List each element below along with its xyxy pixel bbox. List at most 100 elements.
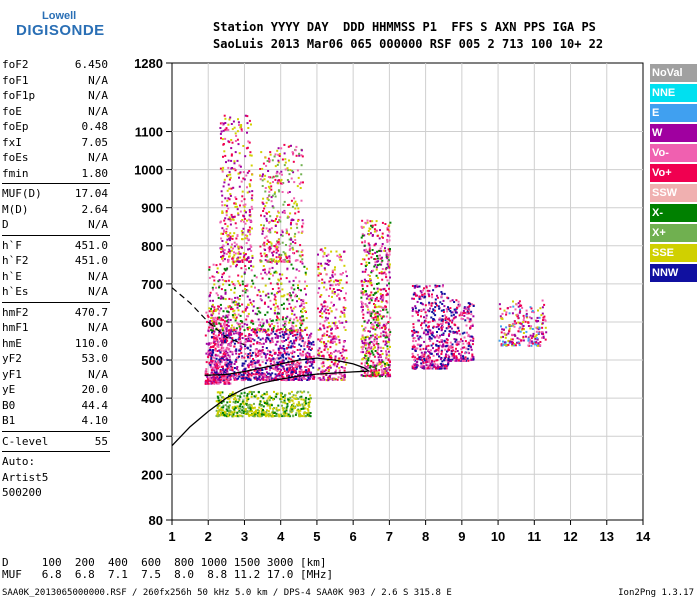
echo-point <box>223 370 226 373</box>
echo-point <box>427 354 430 357</box>
echo-point <box>264 301 266 304</box>
echo-point <box>258 406 261 409</box>
echo-point <box>371 224 374 227</box>
echo-point <box>290 286 293 289</box>
echo-point <box>231 340 234 343</box>
echo-point <box>379 355 382 358</box>
echo-point <box>449 300 452 303</box>
echo-point <box>241 233 244 236</box>
echo-point <box>283 368 286 370</box>
echo-point <box>464 356 467 359</box>
echo-point <box>275 259 278 262</box>
echo-point <box>247 392 250 395</box>
echo-point <box>255 373 258 375</box>
echo-point <box>244 155 247 158</box>
echo-point <box>378 359 381 361</box>
echo-point <box>319 248 322 251</box>
echo-point <box>335 308 338 311</box>
echo-point <box>453 353 455 355</box>
echo-point <box>299 396 301 399</box>
echo-point <box>283 350 286 352</box>
echo-point <box>267 296 270 299</box>
echo-point <box>255 409 258 412</box>
echo-point <box>280 361 282 364</box>
param-value: 470.7 <box>74 305 108 319</box>
echo-point <box>365 347 367 350</box>
echo-point <box>228 297 231 300</box>
echo-point <box>379 229 381 232</box>
echo-point <box>217 340 220 343</box>
echo-point <box>440 362 443 365</box>
echo-point <box>430 316 433 319</box>
echo-point <box>447 323 450 326</box>
echo-point <box>307 375 310 378</box>
echo-point <box>247 335 250 338</box>
echo-point <box>230 340 233 343</box>
echo-point <box>294 378 297 380</box>
echo-point <box>216 361 219 364</box>
echo-point <box>278 357 280 360</box>
echo-point <box>362 374 365 377</box>
echo-point <box>457 343 460 346</box>
echo-point <box>287 353 290 356</box>
echo-point <box>445 353 447 356</box>
echo-point <box>260 272 263 275</box>
echo-point <box>418 343 421 346</box>
param-row: foEp 0.48 <box>2 119 108 135</box>
echo-point <box>220 317 223 320</box>
echo-point <box>241 337 244 339</box>
echo-point <box>296 333 299 336</box>
echo-point <box>430 302 433 305</box>
echo-point <box>210 307 212 310</box>
echo-point <box>361 308 364 311</box>
echo-point <box>370 345 373 348</box>
echo-point <box>301 225 304 228</box>
echo-point <box>226 351 229 354</box>
echo-point <box>245 147 248 150</box>
echo-point <box>224 379 227 382</box>
echo-point <box>228 377 231 379</box>
echo-point <box>278 312 281 315</box>
echo-point <box>225 230 228 233</box>
echo-point <box>227 260 230 263</box>
echo-point <box>331 321 334 324</box>
echo-point <box>263 178 266 181</box>
echo-point <box>252 265 255 268</box>
echo-point <box>230 361 233 364</box>
echo-point <box>269 351 272 354</box>
echo-point <box>423 321 426 324</box>
echo-point <box>444 330 447 333</box>
echo-point <box>271 328 273 331</box>
echo-point <box>458 303 461 306</box>
echo-point <box>231 280 234 283</box>
echo-point <box>225 361 228 364</box>
echo-point <box>221 246 224 249</box>
echo-point <box>417 338 420 341</box>
echo-point <box>234 406 237 409</box>
echo-point <box>260 377 263 380</box>
echo-point <box>294 305 297 308</box>
echo-point <box>206 377 209 380</box>
echo-point <box>292 370 295 373</box>
echo-point <box>262 397 265 400</box>
echo-point <box>417 331 420 334</box>
echo-point <box>248 190 251 193</box>
echo-point <box>438 367 441 370</box>
echo-point <box>233 245 236 248</box>
echo-point <box>220 137 222 140</box>
param-name: foF1 <box>2 73 29 87</box>
echo-point <box>242 377 245 380</box>
echo-point <box>262 372 265 375</box>
echo-point <box>229 374 231 377</box>
echo-point <box>275 172 278 175</box>
echo-point <box>367 295 370 298</box>
echo-point <box>205 352 208 355</box>
echo-point <box>439 344 442 347</box>
echo-point <box>245 174 248 177</box>
echo-point <box>229 265 232 268</box>
echo-point <box>251 303 253 306</box>
echo-point <box>384 223 387 225</box>
echo-point <box>287 333 290 336</box>
echo-point <box>244 413 247 415</box>
echo-point <box>244 285 247 287</box>
